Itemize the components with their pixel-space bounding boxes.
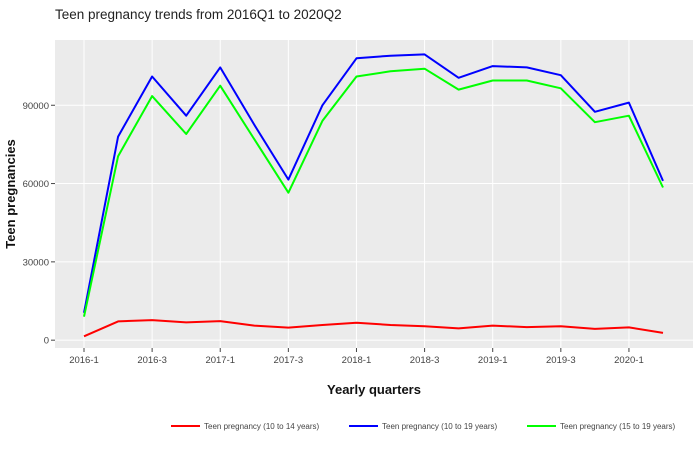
y-tick-label: 90000 (23, 101, 49, 112)
series-lines (83, 53, 664, 338)
x-tick-label: 2020-1 (614, 355, 644, 366)
x-tick-label: 2016-3 (137, 355, 167, 366)
legend-label: Teen pregnancy (10 to 14 years) (204, 422, 320, 431)
x-axis-title: Yearly quarters (327, 382, 421, 397)
series-line-3 (83, 67, 664, 317)
chart-title: Teen pregnancy trends from 2016Q1 to 202… (55, 7, 342, 22)
x-tick-label: 2019-3 (546, 355, 576, 366)
series-line-1 (83, 319, 664, 338)
x-tick-label: 2017-1 (205, 355, 235, 366)
series-line-2 (83, 53, 664, 313)
x-tick-label: 2018-3 (410, 355, 440, 366)
legend-label: Teen pregnancy (10 to 19 years) (382, 422, 498, 431)
x-tick-label: 2017-3 (274, 355, 304, 366)
x-tick-label: 2016-1 (69, 355, 99, 366)
legend-label: Teen pregnancy (15 to 19 years) (560, 422, 676, 431)
legend: Teen pregnancy (10 to 14 years) Teen preg… (171, 422, 676, 431)
x-axis-ticks: 2016-1 2016-3 2017-1 2017-3 2018-1 2018-3 2019… (69, 348, 644, 366)
x-tick-label: 2019-1 (478, 355, 508, 366)
y-axis-title: Teen pregnancies (3, 139, 18, 249)
y-axis-ticks: 0 30000 60000 90000 (23, 101, 55, 347)
y-tick-label: 30000 (23, 257, 49, 268)
x-tick-label: 2018-1 (342, 355, 372, 366)
y-tick-label: 60000 (23, 179, 49, 190)
plot-background (55, 40, 693, 348)
y-tick-label: 0 (44, 336, 49, 347)
